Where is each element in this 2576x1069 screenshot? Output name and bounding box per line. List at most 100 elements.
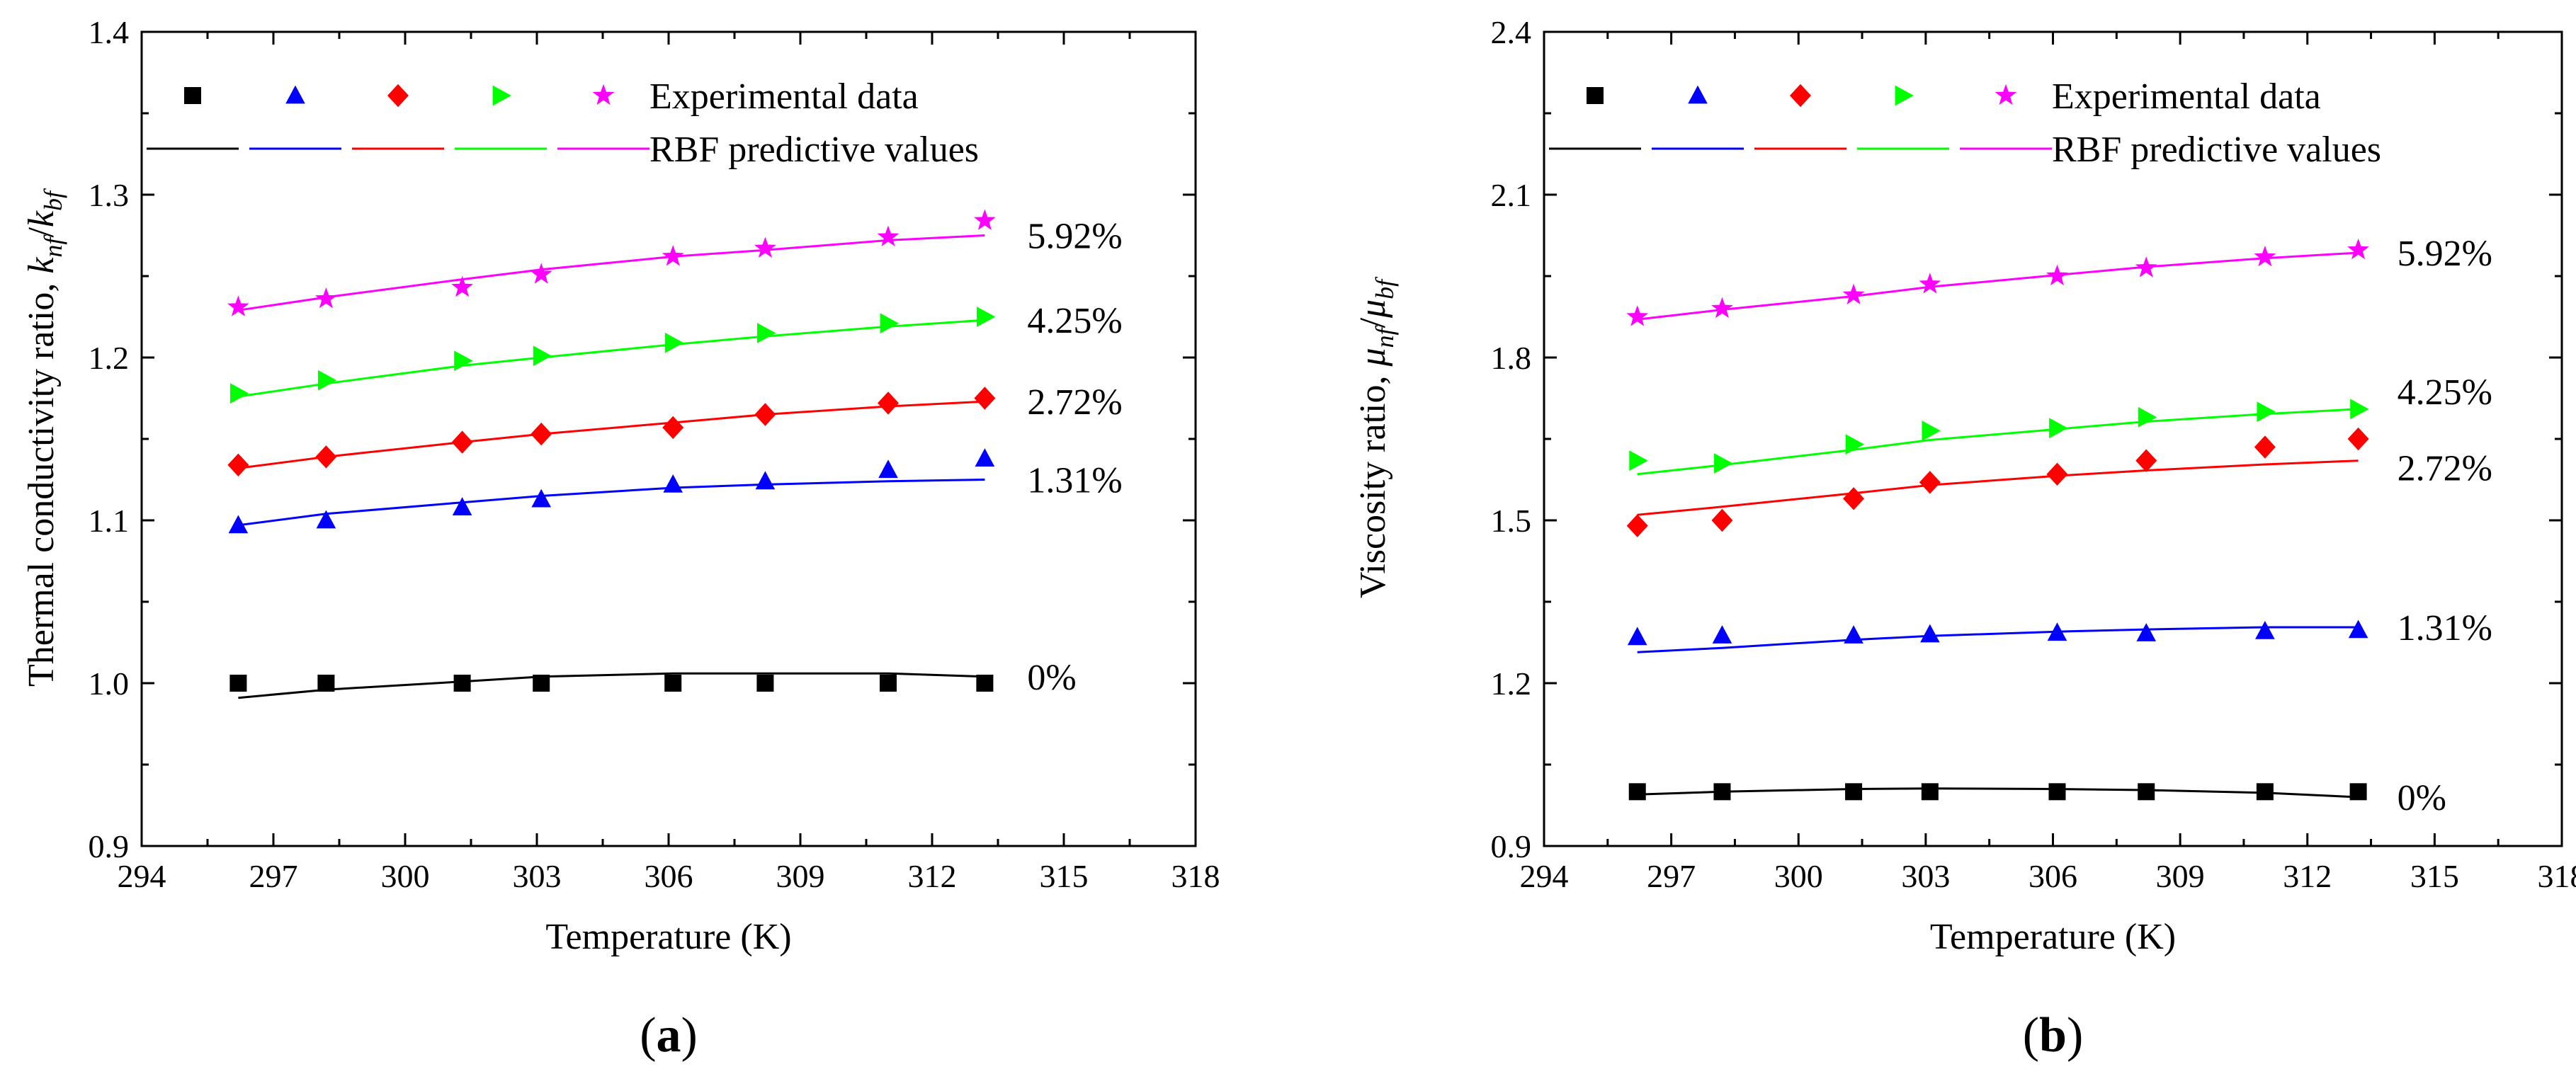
data-point-4.25% [977,307,996,327]
data-point-1.31% [755,471,776,490]
data-point-0% [1713,783,1731,801]
series-label: 4.25% [1027,301,1122,341]
y-axis-label-prefix: Thermal conductivity ratio, [21,274,62,687]
data-point-1.31% [452,497,472,515]
x-tick-label: 297 [1647,858,1696,894]
data-point-2.72% [1919,471,1941,494]
x-tick-label: 303 [1901,858,1950,894]
legend-marker-1.31% [285,85,305,104]
data-point-4.25% [318,370,337,391]
series-line-5.92% [238,234,985,311]
y-axis-label: Thermal conductivity ratio, knf/kbf [21,188,67,687]
series-line-2.72% [1637,459,2359,516]
y-tick-label: 1.0 [89,665,130,702]
x-tick-label: 312 [2283,858,2332,894]
series-label: 1.31% [1027,461,1122,501]
data-point-0% [880,675,897,692]
panel-b: 294 297 300 303 306 309 312 315 318 0.9 1.2 1.5 1.8 2… [1353,14,2576,1063]
y-axis-label-symbol-den: k [21,210,62,227]
data-point-4.25% [664,332,684,353]
panel-a: 294 297 300 303 306 309 312 315 318 0.9 1.0 1.1 1.2 1… [21,14,1220,1063]
y-tick-label: 1.5 [1491,503,1532,539]
data-point-1.31% [531,488,551,508]
data-point-5.92% [2347,239,2370,260]
data-point-1.31% [2255,621,2275,639]
data-point-0% [229,675,247,692]
x-tick-label: 315 [1040,858,1089,894]
data-point-5.92% [2254,245,2276,267]
data-point-5.92% [1711,297,1733,319]
y-axis-label-sub-den: bf [1371,276,1399,299]
data-point-5.92% [1842,283,1865,304]
data-point-1.31% [663,474,683,493]
x-tick-label: 294 [118,858,166,894]
y-axis-label-slash: / [21,227,62,238]
data-point-4.25% [1629,450,1648,471]
data-point-4.25% [2049,418,2068,439]
x-tick-label: 315 [2410,858,2459,894]
y-tick-label: 1.4 [89,14,130,50]
data-point-2.72% [974,387,996,410]
y-axis-label-sub-den: bf [39,188,67,211]
data-point-0% [1921,783,1939,801]
data-point-1.31% [228,515,249,534]
x-tick-label: 303 [513,858,562,894]
x-tick-label: 306 [645,858,693,894]
y-tick-label: 1.8 [1491,340,1532,376]
series-line-4.25% [238,319,985,398]
legend-experimental-label: Experimental data [649,76,919,117]
data-point-5.92% [877,225,900,246]
data-point-1.31% [2136,623,2157,641]
data-point-1.31% [1712,625,1732,644]
series-label: 4.25% [2398,372,2492,413]
data-point-0% [533,675,550,692]
series-line-4.25% [1637,408,2359,476]
y-tick-label: 0.9 [1491,828,1532,864]
panel-label-letter: b [2039,1008,2067,1063]
data-point-5.92% [754,236,776,258]
data-point-4.25% [230,383,249,404]
x-tick-label: 300 [1774,858,1823,894]
series-line-0% [238,672,985,699]
data-point-2.72% [2347,427,2369,451]
legend-marker-0% [184,87,201,104]
data-point-1.31% [1920,624,1940,643]
data-point-4.25% [880,313,899,334]
data-point-0% [317,675,335,692]
y-axis-label-slash: / [1353,317,1393,328]
x-tick-label: 294 [1520,858,1569,894]
data-point-5.92% [1919,273,1941,294]
panel-label-letter: a [657,1008,681,1063]
legend-marker-5.92% [592,84,615,105]
panel-label-close: ) [681,1008,698,1063]
series-label: 5.92% [2398,234,2492,274]
data-point-4.25% [1714,453,1733,474]
data-point-2.72% [2254,435,2276,459]
y-tick-label: 0.9 [89,828,130,864]
x-tick-label: 309 [776,858,825,894]
legend-experimental-label: Experimental data [2052,76,2321,117]
series-line-1.31% [238,479,985,527]
data-point-5.92% [1626,305,1649,326]
series-label: 2.72% [1027,382,1122,423]
y-tick-label: 2.4 [1491,14,1532,50]
series-label: 2.72% [2398,449,2492,489]
data-point-2.72% [451,430,473,454]
x-axis-label: Temperature (K) [1930,917,2176,957]
data-point-0% [976,675,994,692]
legend-marker-0% [1587,87,1604,104]
series-label: 0% [1027,658,1076,698]
legend-marker-4.25% [492,85,511,106]
data-point-0% [2138,783,2155,801]
data-point-2.72% [227,453,249,476]
data-point-2.72% [315,445,337,469]
y-axis-label-sub-num: nf [39,234,67,258]
data-point-5.92% [2046,264,2068,286]
data-point-1.31% [2047,622,2067,641]
x-tick-label: 318 [1171,858,1220,894]
x-tick-label: 306 [2029,858,2077,894]
data-point-4.25% [454,350,473,371]
legend-predicted-label: RBF predictive values [649,130,979,170]
y-axis-label-prefix: Viscosity ratio, [1353,367,1393,599]
